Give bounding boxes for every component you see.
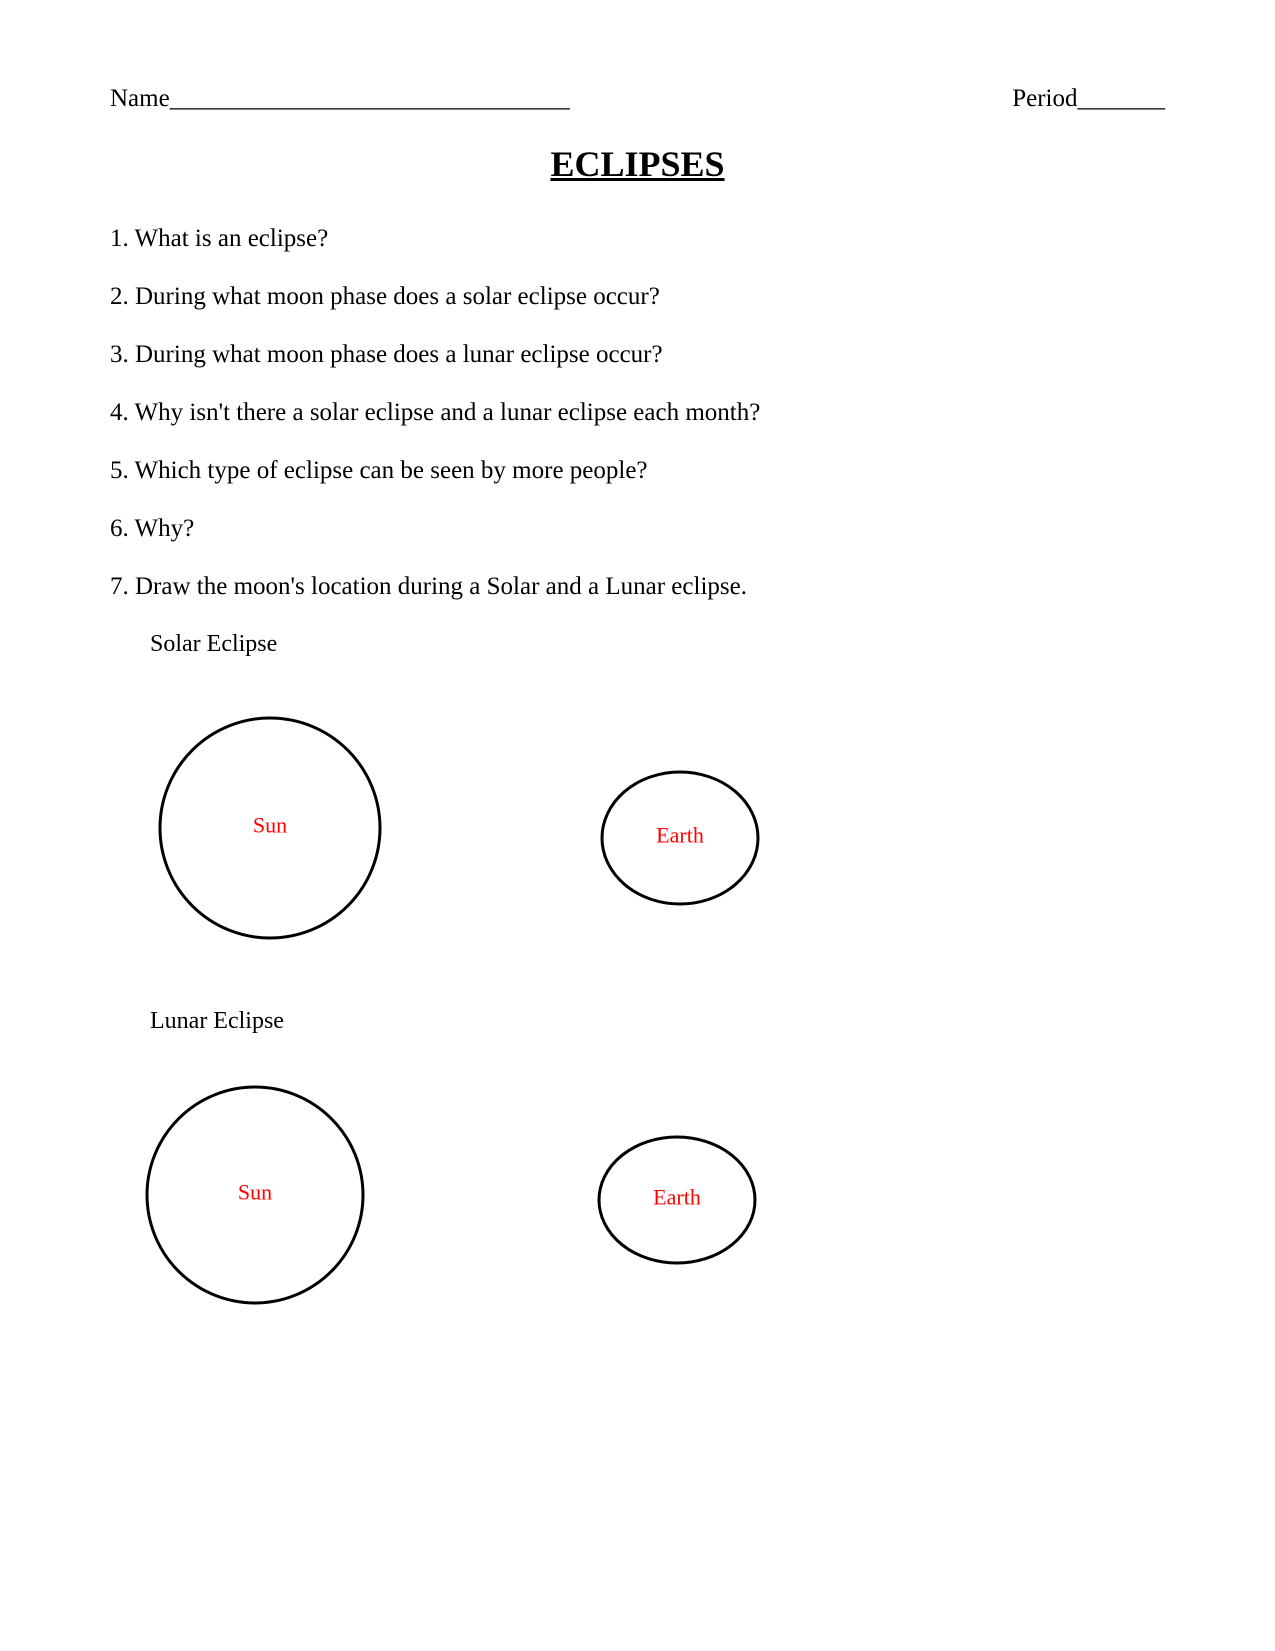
solar-sun-label: Sun [253,812,287,838]
page-title: ECLIPSES [110,143,1165,185]
lunar-sun: Sun [144,1084,366,1306]
question-6: 6. Why? [110,515,1165,543]
question-7: 7. Draw the moon's location during a Sol… [110,573,1165,601]
lunar-eclipse-label: Lunar Eclipse [150,1008,1165,1035]
question-2: 2. During what moon phase does a solar e… [110,283,1165,311]
solar-eclipse-diagram: Sun Earth [110,658,1165,998]
question-1: 1. What is an eclipse? [110,225,1165,253]
period-field[interactable]: Period_______ [1012,85,1165,113]
lunar-earth: Earth [596,1134,758,1266]
question-4: 4. Why isn't there a solar eclipse and a… [110,399,1165,427]
name-label: Name [110,85,170,112]
solar-earth-label: Earth [656,822,704,848]
solar-eclipse-label: Solar Eclipse [150,631,1165,658]
period-line: _______ [1078,85,1166,112]
period-label: Period [1012,85,1077,112]
lunar-earth-label: Earth [653,1184,701,1210]
question-5: 5. Which type of eclipse can be seen by … [110,457,1165,485]
solar-earth: Earth [599,769,761,907]
solar-sun: Sun [157,715,383,941]
lunar-sun-label: Sun [238,1179,272,1205]
name-line: ________________________________ [170,85,570,112]
lunar-eclipse-diagram: Sun Earth [110,1035,1165,1375]
header-row: Name________________________________ Per… [110,85,1165,113]
question-3: 3. During what moon phase does a lunar e… [110,341,1165,369]
name-field[interactable]: Name________________________________ [110,85,570,113]
